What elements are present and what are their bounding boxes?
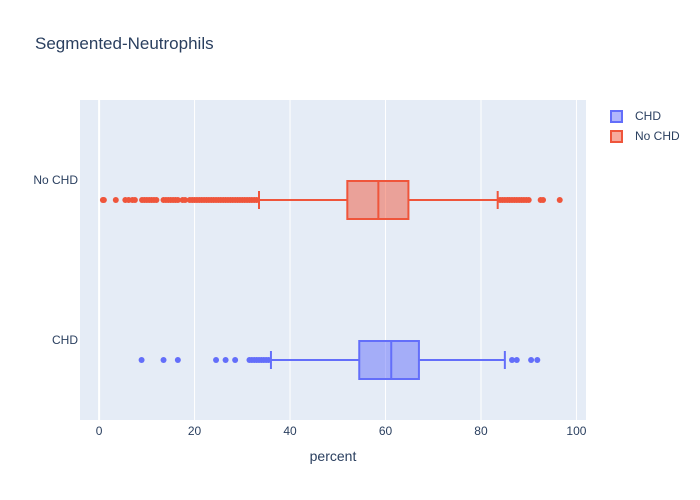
outlier-point (265, 357, 272, 363)
box-chd (138, 340, 541, 380)
chart-title: Segmented-Neutrophils (35, 34, 214, 53)
outlier-point (222, 357, 229, 363)
legend-item-no-chd[interactable]: No CHD (610, 126, 680, 146)
outlier-point (528, 357, 535, 363)
y-tick-label: CHD (52, 333, 78, 347)
x-tick-label: 40 (283, 424, 297, 438)
y-tick-labels: CHD No CHD (33, 173, 78, 347)
outlier-point (160, 357, 167, 363)
box-plots (99, 180, 563, 380)
outlier-point (534, 357, 541, 363)
outlier-point (138, 357, 145, 363)
x-axis-title: percent (310, 448, 357, 464)
outlier-point (232, 357, 239, 363)
outlier-point (556, 197, 563, 203)
x-tick-label: 60 (379, 424, 393, 438)
outlier-point (174, 197, 181, 203)
legend-item-chd[interactable]: CHD (610, 106, 680, 126)
legend-label-no-chd: No CHD (635, 129, 680, 143)
legend[interactable]: CHD No CHD (610, 106, 680, 146)
outlier-point (509, 357, 516, 363)
x-tick-label: 80 (474, 424, 488, 438)
legend-label-chd: CHD (635, 109, 661, 123)
outlier-point (182, 197, 189, 203)
x-tick-label: 20 (188, 424, 202, 438)
outlier-point (253, 197, 260, 203)
outlier-point (131, 197, 138, 203)
outlier-point (513, 357, 520, 363)
outlier-point (100, 197, 107, 203)
outlier-point (213, 357, 220, 363)
legend-swatch-no-chd (610, 129, 623, 143)
outlier-point (153, 197, 160, 203)
outlier-point (112, 197, 119, 203)
x-tick-labels: 0 20 40 60 80 100 (96, 424, 587, 438)
legend-swatch-chd (610, 109, 623, 123)
x-tick-label: 100 (566, 424, 586, 438)
box-iqr (358, 340, 420, 380)
box-no-chd (99, 180, 563, 220)
plot-background (80, 100, 586, 420)
outlier-point (540, 197, 547, 203)
outlier-point (174, 357, 181, 363)
outlier-point (525, 197, 532, 203)
y-tick-label: No CHD (33, 173, 78, 187)
x-tick-label: 0 (96, 424, 103, 438)
